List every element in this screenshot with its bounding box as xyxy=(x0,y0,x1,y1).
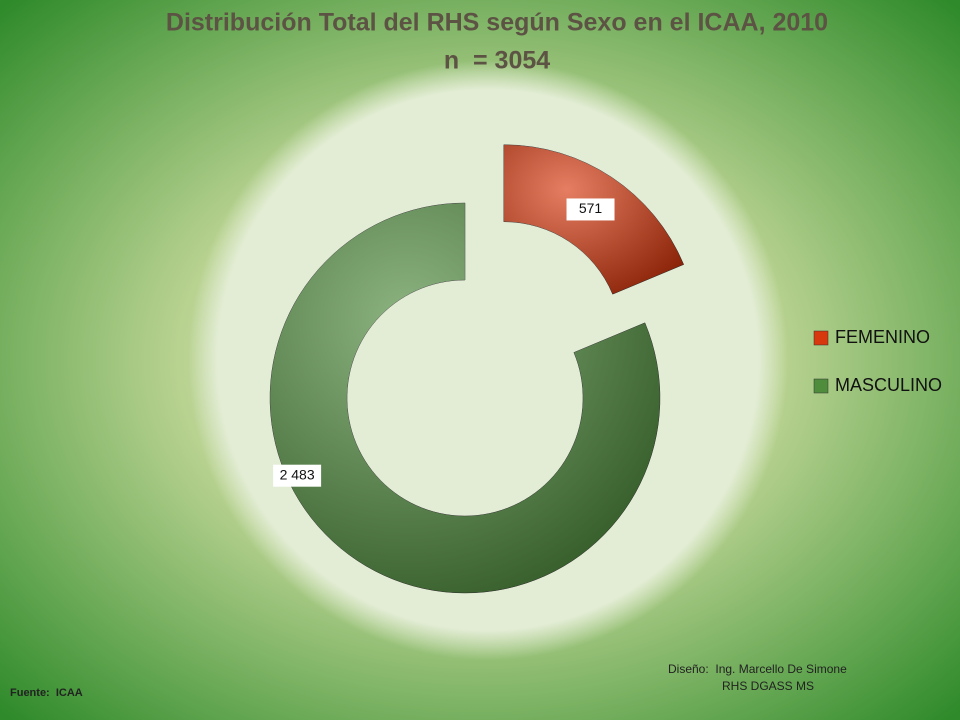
source-note: Fuente: ICAA xyxy=(10,687,83,699)
value-label: 2 483 xyxy=(280,466,315,482)
legend-label: FEMENINO xyxy=(835,327,930,347)
chart-title: Distribución Total del RHS según Sexo en… xyxy=(166,9,828,37)
legend-swatch xyxy=(813,378,829,394)
design-note: Diseño: Ing. Marcello De Simone xyxy=(668,662,847,676)
design-org: RHS DGASS MS xyxy=(722,679,814,693)
chart-subtitle: n = 3054 xyxy=(444,47,550,75)
slice-shade xyxy=(270,203,660,593)
legend-swatch xyxy=(813,330,829,346)
legend-label: MASCULINO xyxy=(835,375,942,395)
value-label: 571 xyxy=(579,200,603,216)
value-label-box xyxy=(566,198,615,221)
value-label-box xyxy=(273,464,322,487)
